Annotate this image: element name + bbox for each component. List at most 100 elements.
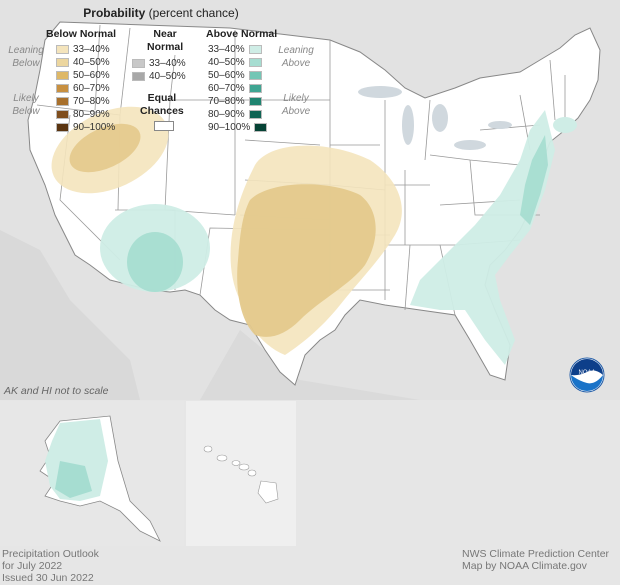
leaning-below-label: Leaning Below <box>4 44 48 70</box>
leaning-above-label: Leaning Above <box>274 44 318 70</box>
above-swatch <box>254 123 268 132</box>
above-swatch <box>248 97 262 106</box>
noaa-logo: NOAA <box>569 357 605 393</box>
below-swatch <box>56 97 69 106</box>
west-40-50-below <box>69 123 141 173</box>
gulf-region <box>200 330 420 400</box>
east-leaning-above <box>410 110 555 365</box>
above-label: 50–60% <box>208 70 245 81</box>
above-row: 60–70% <box>208 83 262 94</box>
likely-below-line1: Likely <box>13 93 39 104</box>
near-row: 33–40% <box>132 58 186 69</box>
likely-below-line2: Below <box>12 106 40 117</box>
equal-chances-line1: Equal <box>147 92 177 104</box>
alaska-40-50-above <box>55 461 92 498</box>
likely-below-label: Likely Below <box>4 92 48 118</box>
above-row: 50–60% <box>208 70 262 81</box>
legend-title-bold: Probability <box>83 6 146 20</box>
equal-chances-swatch <box>154 121 174 131</box>
conus-map: NOAA AK and HI not to scale <box>0 21 605 400</box>
alaska-inset <box>0 401 184 546</box>
likely-above-line2: Above <box>281 106 311 117</box>
below-label: 33–40% <box>73 44 110 55</box>
mexico-land <box>0 230 140 400</box>
above-row: 90–100% <box>208 122 268 133</box>
below-swatch <box>56 58 69 67</box>
footer-left: Precipitation Outlook for July 2022 Issu… <box>2 548 99 584</box>
below-swatch <box>56 71 69 80</box>
footer-credit-climate-gov: Map by NOAA Climate.gov <box>462 560 587 572</box>
above-swatch <box>248 45 262 54</box>
not-to-scale-note: AK and HI not to scale <box>4 385 109 397</box>
likely-above-line1: Likely <box>283 93 309 104</box>
above-swatch <box>248 71 262 80</box>
above-swatch <box>248 84 262 93</box>
noaa-logo-text: NOAA <box>578 370 595 376</box>
below-swatch <box>56 45 69 54</box>
near-swatch <box>132 72 145 81</box>
hawaii-islands <box>203 445 279 504</box>
above-row: 33–40% <box>208 44 262 55</box>
below-label: 50–60% <box>73 70 110 81</box>
above-label: 80–90% <box>208 109 245 120</box>
below-row: 60–70% <box>56 83 110 94</box>
near-swatch <box>132 59 145 68</box>
below-row: 50–60% <box>56 70 110 81</box>
northeast-leaning-above <box>553 117 577 133</box>
leaning-below-line2: Below <box>12 58 40 69</box>
below-swatch <box>56 110 69 119</box>
near-normal-header: Near Normal <box>147 28 183 54</box>
below-label: 60–70% <box>73 83 110 94</box>
below-label: 40–50% <box>73 57 110 68</box>
above-label: 40–50% <box>208 57 245 68</box>
footer-credit-cpc: NWS Climate Prediction Center <box>462 548 610 560</box>
conus-map-svg: NOAA <box>0 21 605 400</box>
above-swatch <box>248 58 262 67</box>
leaning-below-line1: Leaning <box>8 45 44 56</box>
hawaii-inset <box>186 401 296 546</box>
above-row: 40–50% <box>208 57 262 68</box>
above-label: 60–70% <box>208 83 245 94</box>
below-row: 40–50% <box>56 57 110 68</box>
above-label: 70–80% <box>208 96 245 107</box>
below-row: 90–100% <box>56 122 115 133</box>
above-label: 33–40% <box>208 44 245 55</box>
above-normal-header: Above Normal <box>206 28 278 40</box>
below-normal-header: Below Normal <box>46 28 117 40</box>
below-row: 80–90% <box>56 109 110 120</box>
near-label: 40–50% <box>149 71 186 82</box>
equal-chances-label: Equal Chances <box>140 92 184 118</box>
above-normal-areas <box>100 110 577 365</box>
above-row: 80–90% <box>208 109 262 120</box>
footer-issued: Issued 30 Jun 2022 <box>2 572 94 584</box>
below-normal-areas <box>51 106 402 355</box>
footer-title: Precipitation Outlook <box>2 548 99 560</box>
below-row: 70–80% <box>56 96 110 107</box>
above-swatch <box>248 110 262 119</box>
legend-title: Probability (percent chance) <box>0 6 322 20</box>
below-label: 90–100% <box>73 122 116 133</box>
near-normal-header-line1: Near <box>153 28 177 40</box>
leaning-above-line1: Leaning <box>278 45 314 56</box>
great-lakes <box>358 86 512 150</box>
leaning-above-line2: Above <box>281 58 311 69</box>
southwest-40-50-above <box>127 232 183 292</box>
below-swatch <box>56 84 69 93</box>
likely-above-label: Likely Above <box>274 92 318 118</box>
above-label: 90–100% <box>208 122 251 133</box>
above-row: 70–80% <box>208 96 262 107</box>
equal-chances-line2: Chances <box>140 105 184 117</box>
footer-period: for July 2022 <box>2 560 63 572</box>
central-40-50-below <box>237 184 376 337</box>
hawaii-map-svg <box>186 401 296 546</box>
below-label: 70–80% <box>73 96 110 107</box>
near-normal-header-line2: Normal <box>147 41 184 53</box>
alaska-map-svg <box>0 401 184 546</box>
legend-title-rest: (percent chance) <box>148 6 239 20</box>
footer-right: NWS Climate Prediction Center Map by NOA… <box>462 548 609 572</box>
below-label: 80–90% <box>73 109 110 120</box>
near-row: 40–50% <box>132 71 186 82</box>
below-swatch <box>56 123 69 132</box>
near-label: 33–40% <box>149 58 186 69</box>
east-40-50-above <box>520 135 548 225</box>
